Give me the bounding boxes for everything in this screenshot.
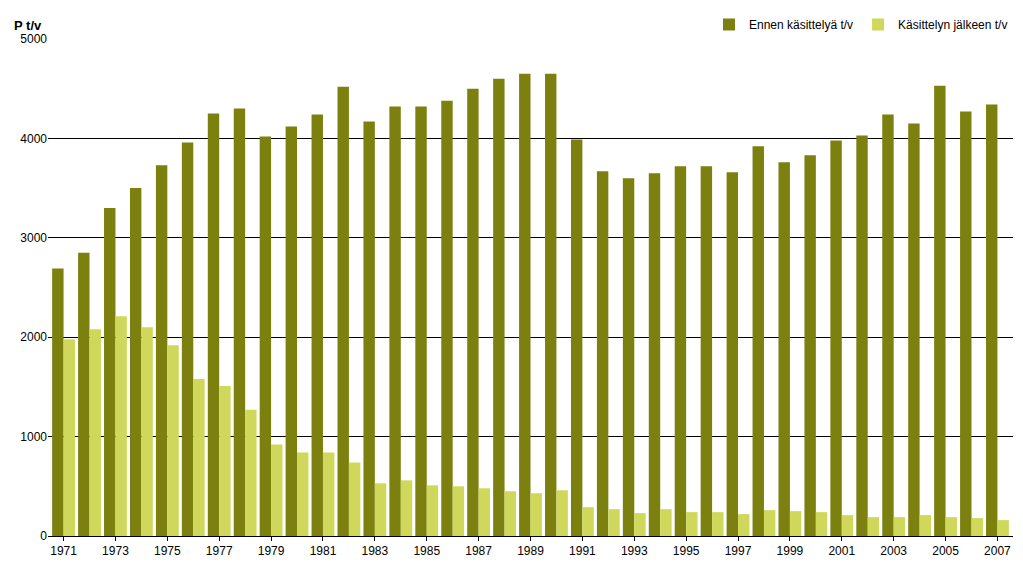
svg-text:1985: 1985 — [413, 544, 440, 558]
svg-text:1979: 1979 — [258, 544, 285, 558]
svg-text:1987: 1987 — [465, 544, 492, 558]
svg-text:1983: 1983 — [361, 544, 388, 558]
svg-text:Ennen käsittelyä t/v: Ennen käsittelyä t/v — [749, 18, 853, 32]
svg-text:1971: 1971 — [50, 544, 77, 558]
svg-text:2001: 2001 — [828, 544, 855, 558]
svg-text:1989: 1989 — [517, 544, 544, 558]
svg-text:4000: 4000 — [20, 132, 47, 146]
svg-text:2000: 2000 — [20, 330, 47, 344]
svg-text:1995: 1995 — [673, 544, 700, 558]
svg-text:1993: 1993 — [621, 544, 648, 558]
svg-text:Käsittelyn jälkeen t/v: Käsittelyn jälkeen t/v — [898, 18, 1007, 32]
svg-text:1973: 1973 — [102, 544, 129, 558]
svg-text:1000: 1000 — [20, 430, 47, 444]
svg-text:1991: 1991 — [569, 544, 596, 558]
svg-text:P t/v: P t/v — [14, 18, 42, 33]
svg-text:1977: 1977 — [206, 544, 233, 558]
svg-text:1981: 1981 — [310, 544, 337, 558]
svg-text:2005: 2005 — [932, 544, 959, 558]
svg-text:1999: 1999 — [777, 544, 804, 558]
svg-text:1975: 1975 — [154, 544, 181, 558]
svg-text:2007: 2007 — [984, 544, 1011, 558]
svg-text:1997: 1997 — [725, 544, 752, 558]
svg-text:5000: 5000 — [20, 32, 47, 46]
svg-text:0: 0 — [40, 529, 47, 543]
svg-text:3000: 3000 — [20, 231, 47, 245]
svg-text:2003: 2003 — [880, 544, 907, 558]
